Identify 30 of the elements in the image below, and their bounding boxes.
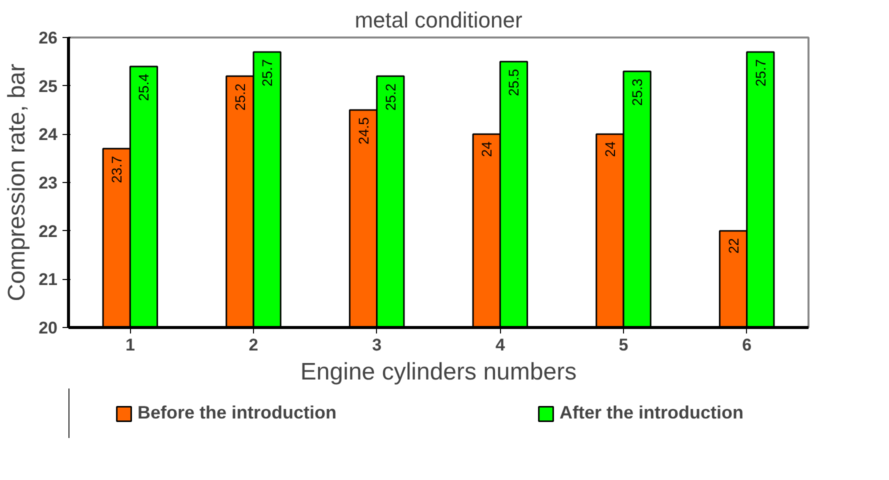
legend-label: After the introduction xyxy=(560,402,744,424)
y-tick-label: 21 xyxy=(38,270,58,290)
data-label: 25.2 xyxy=(382,83,398,111)
data-label: 24.5 xyxy=(355,117,372,144)
x-tick-label: 3 xyxy=(372,336,382,354)
data-label: 25.2 xyxy=(232,83,248,111)
data-label: 22 xyxy=(725,238,742,254)
y-tick-label: 26 xyxy=(38,28,58,48)
y-axis-title: Compression rate, bar xyxy=(4,64,31,302)
x-axis-title: Engine cylinders numbers xyxy=(300,358,577,386)
x-tick-label: 1 xyxy=(125,336,135,354)
y-tick-label: 23 xyxy=(38,174,58,192)
data-label: 25.7 xyxy=(752,59,768,86)
y-tick-label: 24 xyxy=(38,125,58,144)
x-tick-label: 2 xyxy=(248,336,258,354)
y-tick-label: 25 xyxy=(38,76,58,96)
data-label: 24 xyxy=(478,141,495,157)
legend-label: Before the introduction xyxy=(138,402,337,424)
data-label: 23.7 xyxy=(108,156,125,184)
data-label: 25.3 xyxy=(629,78,646,106)
x-tick-label: 4 xyxy=(495,336,506,354)
x-tick-label: 5 xyxy=(618,336,628,354)
chart-title: metal conditioner xyxy=(354,8,522,32)
x-tick-label: 6 xyxy=(742,336,752,354)
data-label: 25.5 xyxy=(506,68,522,96)
y-tick-label: 20 xyxy=(38,318,58,338)
data-label: 24 xyxy=(602,141,618,157)
y-tick-label: 22 xyxy=(38,222,58,241)
data-label: 25.4 xyxy=(136,74,152,101)
data-label: 25.7 xyxy=(259,59,276,86)
